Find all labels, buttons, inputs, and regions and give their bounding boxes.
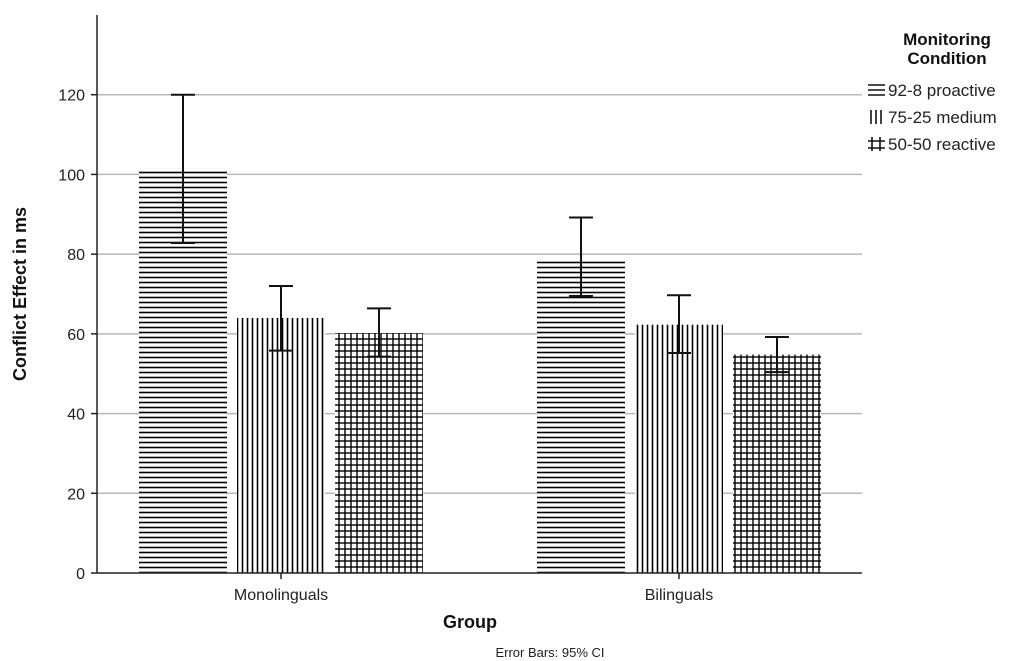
x-tick-labels: Monolinguals Bilinguals	[234, 573, 713, 604]
y-tick-label-120: 120	[58, 88, 85, 105]
y-tick-label-100: 100	[58, 167, 85, 184]
error-bar-bilinguals-0	[569, 216, 593, 297]
error-bar-monolinguals-1	[269, 285, 293, 352]
legend-label-0: 92-8 proactive	[888, 81, 996, 100]
error-bar-monolinguals-2	[367, 307, 391, 358]
error-bars	[171, 93, 789, 374]
legend-label-1: 75-25 medium	[888, 108, 997, 127]
error-bar-bilinguals-1	[667, 294, 691, 354]
axes	[96, 15, 862, 574]
x-tick-label-monolinguals: Monolinguals	[234, 587, 328, 604]
error-bar-bilinguals-2	[765, 336, 789, 374]
legend: Monitoring Condition 92-8 proactive 75-25…	[868, 30, 997, 154]
y-tick-label-40: 40	[67, 407, 85, 424]
y-axis-title: Conflict Effect in ms	[10, 207, 30, 381]
legend-title: Monitoring	[903, 30, 991, 49]
legend-items: 92-8 proactive 75-25 medium 50-50 reactive	[868, 81, 997, 154]
legend-swatch-2	[868, 137, 885, 151]
y-tick-label-20: 20	[67, 486, 85, 503]
x-tick-label-bilinguals: Bilinguals	[645, 587, 713, 604]
y-tick-label-60: 60	[67, 327, 85, 344]
bars	[139, 168, 821, 573]
legend-label-2: 50-50 reactive	[888, 135, 996, 154]
bar-bilinguals-2	[733, 354, 821, 573]
bar-bilinguals-1	[635, 324, 723, 573]
y-tick-label-80: 80	[67, 247, 85, 264]
y-tick-labels: 0 20 40 60 80 100 120	[58, 88, 97, 583]
x-axis-title: Group	[443, 612, 497, 632]
bar-monolinguals-1	[237, 317, 325, 573]
y-tick-label-0: 0	[76, 566, 85, 583]
footnote: Error Bars: 95% CI	[495, 645, 604, 660]
legend-title-line2: Condition	[907, 49, 986, 68]
legend-swatch-1	[870, 110, 882, 124]
bar-bilinguals-0	[537, 260, 625, 573]
error-bar-monolinguals-0	[171, 93, 195, 244]
legend-swatch-0	[868, 84, 885, 96]
bar-monolinguals-2	[335, 333, 423, 573]
